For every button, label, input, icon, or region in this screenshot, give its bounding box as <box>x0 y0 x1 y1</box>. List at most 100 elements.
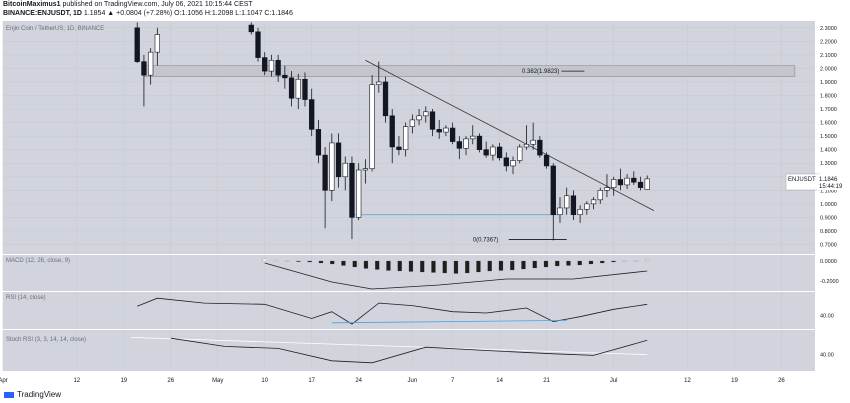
stoch-tick-label: 40.00 <box>820 353 834 359</box>
macd-histogram-bar <box>453 260 459 274</box>
price-tick-label: 1.1000 <box>820 188 837 194</box>
main-pane[interactable] <box>3 21 815 254</box>
candle-body <box>322 154 328 191</box>
date-tick-label: 21 <box>543 378 550 384</box>
stoch-pane[interactable] <box>3 330 815 371</box>
candle-body <box>302 78 308 100</box>
fib-zero-label: 0(0.7367) <box>473 238 499 244</box>
candle-body <box>369 84 375 169</box>
macd-histogram-bar <box>600 260 605 264</box>
stoch-d-line <box>130 337 648 355</box>
macd-histogram-bar <box>476 260 481 273</box>
macd-histogram-bar <box>420 260 425 273</box>
price-tag-price: 1.1846 <box>819 177 838 183</box>
candle-body <box>309 99 315 130</box>
publisher-name[interactable]: BitcoinMaximus1 <box>3 1 61 8</box>
candle-body <box>510 160 516 167</box>
macd-histogram-bar <box>532 260 537 269</box>
date-tick-label: 10 <box>261 378 268 384</box>
grid <box>2 21 815 371</box>
date-tick-label: 26 <box>778 378 785 384</box>
candle-body <box>590 199 597 205</box>
price-tick-label: 1.0000 <box>820 202 837 208</box>
date-tick-label: Apr <box>0 378 8 384</box>
price-tag-symbol: ENJUSDT <box>788 177 816 183</box>
candle-body <box>248 24 254 33</box>
candle-body <box>154 34 160 53</box>
macd-histogram-bar <box>611 260 616 263</box>
macd-histogram-bar <box>633 260 639 262</box>
candle-body <box>490 146 496 156</box>
macd-histogram-bar <box>375 260 380 270</box>
rsi-tick-label: 40.00 <box>820 313 834 319</box>
publish-info: BitcoinMaximus1 published on TradingView… <box>3 1 253 8</box>
macd-series <box>262 258 650 290</box>
candle-body <box>463 138 469 149</box>
candle-body <box>409 119 416 127</box>
price-tag-countdown: 15:44:19 <box>819 184 843 190</box>
macd-histogram-bar <box>341 260 346 266</box>
rsi-pane[interactable] <box>3 292 815 329</box>
price-tick-label: 1.3000 <box>820 161 837 167</box>
date-tick-label: 12 <box>684 378 691 384</box>
candle-body <box>416 115 422 121</box>
macd-pane[interactable] <box>3 255 815 291</box>
candle-body <box>356 169 362 218</box>
candle-body <box>503 157 509 167</box>
macd-histogram-bar <box>577 260 582 266</box>
macd-histogram-bar <box>543 260 549 268</box>
candle-body <box>456 141 462 149</box>
price-tick-label: 1.6000 <box>820 121 837 127</box>
candles <box>134 22 650 241</box>
candle-body <box>349 162 355 218</box>
candle-body <box>255 31 261 58</box>
candle-body <box>376 81 382 85</box>
macd-histogram-bar <box>555 260 560 267</box>
macd-histogram-bar <box>273 259 279 262</box>
date-tick-label: 24 <box>355 378 362 384</box>
candle-body <box>584 203 590 210</box>
date-tick-label: Jun <box>408 378 418 384</box>
candle-body <box>624 177 630 186</box>
candle-body <box>523 143 530 148</box>
candle-body <box>543 154 550 167</box>
candle-body <box>329 142 335 191</box>
macd-histogram-bar <box>397 260 402 272</box>
macd-histogram-bar <box>285 260 290 262</box>
macd-histogram-bar <box>566 260 571 266</box>
macd-histogram-bar <box>386 260 391 271</box>
candle-body <box>382 81 389 117</box>
candle-body <box>262 57 268 72</box>
candle-body <box>611 179 617 188</box>
candle-body <box>268 59 275 72</box>
date-tick-label: 7 <box>451 378 455 384</box>
macd-histogram-bar <box>487 260 492 272</box>
rsi-line <box>137 297 648 325</box>
date-tick-label: 14 <box>496 378 503 384</box>
tradingview-brand[interactable]: TradingView <box>4 390 61 399</box>
candle-body <box>288 77 295 99</box>
candle-body <box>402 126 409 150</box>
date-tick-label: 19 <box>731 378 738 384</box>
candle-body <box>443 127 449 133</box>
candle-body <box>389 115 395 148</box>
published-text: published on TradingView.com, July 06, 2… <box>62 1 253 8</box>
candle-body <box>637 181 644 188</box>
ohlc-values: 1.1854 ▲ +0.0804 (+7.28%) O:1.1056 H:1.2… <box>83 10 293 17</box>
brand-label: TradingView <box>17 390 62 399</box>
date-tick-label: 19 <box>120 378 127 384</box>
macd-histogram-bar <box>431 260 436 273</box>
price-tag-value-box <box>817 174 850 190</box>
price-tick-label: 0.9000 <box>820 215 837 221</box>
rsi-divergence-line <box>331 319 567 324</box>
price-scale[interactable] <box>816 21 850 371</box>
fib-label: 0.382(1.9823) <box>522 69 559 75</box>
macd-histogram-bar <box>510 260 515 271</box>
candle-body <box>396 146 402 150</box>
candle-body <box>141 61 147 76</box>
candle-body <box>476 135 483 150</box>
candle-body <box>335 142 342 178</box>
candle-body <box>436 129 442 133</box>
